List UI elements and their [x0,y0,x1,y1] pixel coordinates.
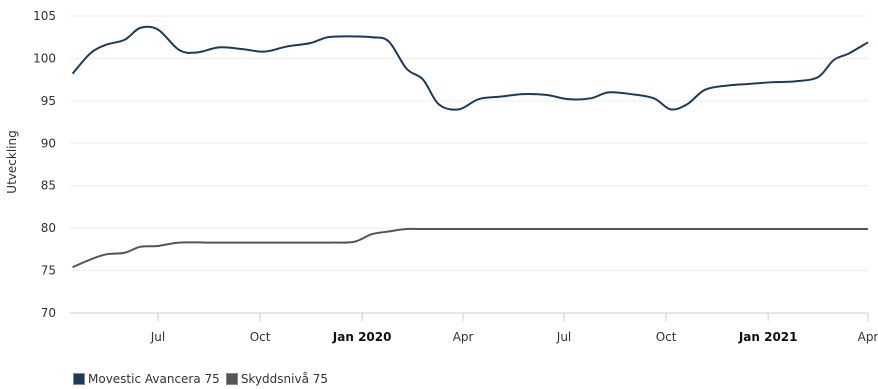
x-tick-label: Oct [250,330,271,344]
legend-item-series-1[interactable]: Skyddsnivå 75 [225,372,329,386]
y-tick-label: 105 [33,9,56,23]
x-axis: Jul Oct Jan 2020 Apr Jul Oct Jan 2021 Apr [150,313,878,344]
x-tick-label: Oct [656,330,677,344]
y-axis-label: Utveckling [5,130,19,193]
x-tick-label: Jan 2020 [332,330,392,344]
x-tick-label: Jul [556,330,571,344]
legend-item-series-0[interactable]: Movestic Avancera 75 [73,372,220,386]
x-tick-label: Apr [858,330,878,344]
x-tick-label: Jan 2021 [738,330,798,344]
y-tick-label: 90 [41,136,56,150]
gridlines [70,15,868,314]
y-axis-ticks: 70 75 80 85 90 95 100 105 [33,9,56,320]
series-lines [71,25,869,269]
y-tick-label: 80 [41,221,56,235]
legend-label: Skyddsnivå 75 [240,372,329,386]
series-line-1[interactable] [72,227,868,269]
legend: Movestic Avancera 75 Skyddsnivå 75 [73,372,328,386]
y-tick-label: 70 [41,306,56,320]
x-tick-label: Apr [453,330,474,344]
y-tick-label: 100 [33,51,56,65]
y-tick-label: 95 [41,94,56,108]
y-tick-label: 85 [41,179,56,193]
y-tick-label: 75 [41,264,56,278]
legend-label: Movestic Avancera 75 [88,372,220,386]
legend-swatch [73,373,85,385]
x-tick-label: Jul [150,330,165,344]
legend-swatch [225,373,238,385]
series-line-0[interactable] [71,25,869,111]
